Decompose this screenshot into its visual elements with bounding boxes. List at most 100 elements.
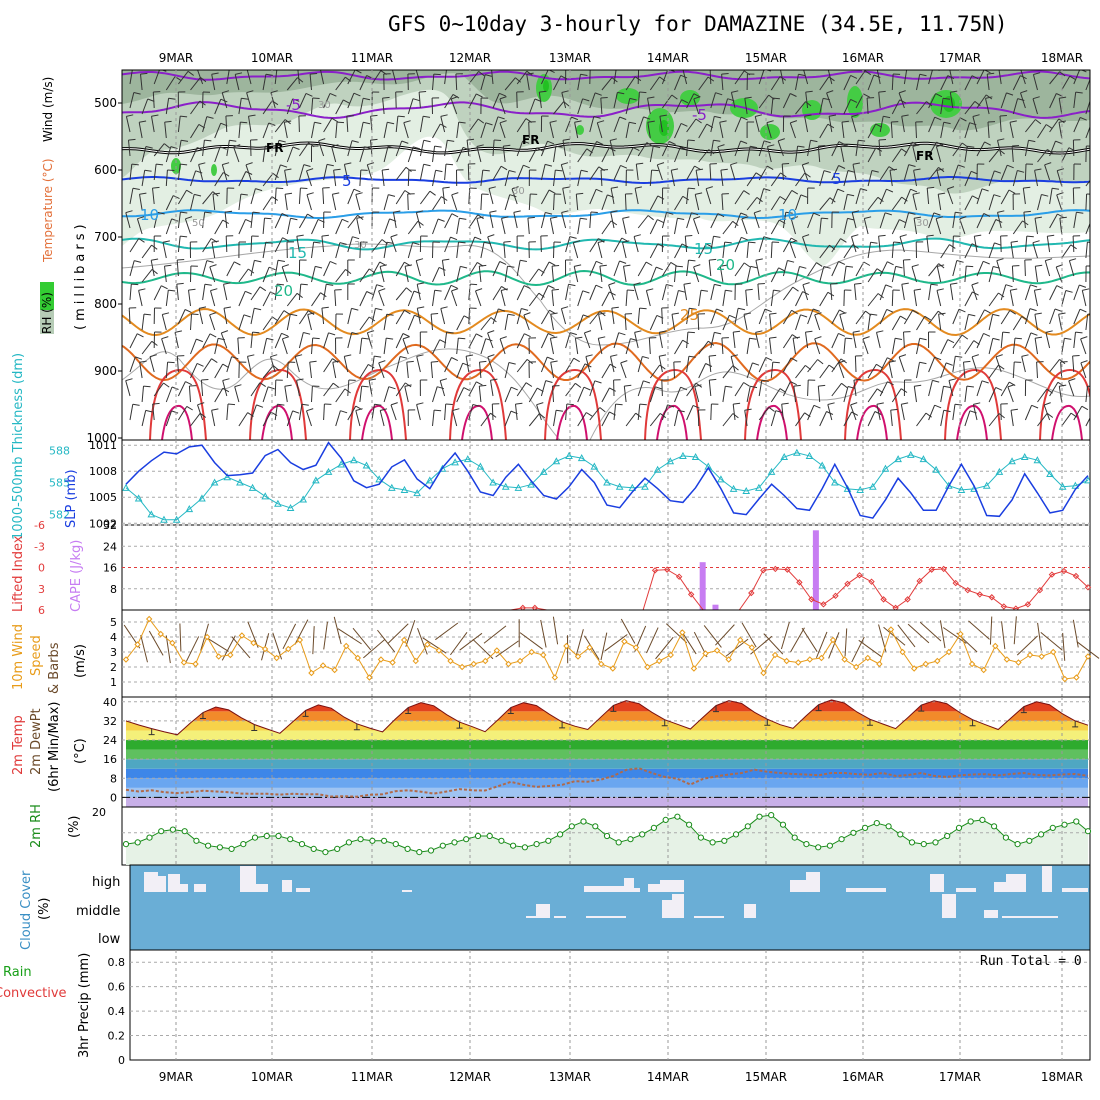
wind-barb: [516, 333, 525, 349]
wind-barb: [609, 140, 615, 157]
wind-barb: [550, 314, 554, 331]
wind-barb-flag: [621, 237, 629, 242]
wind-barb-flag: [332, 360, 340, 363]
wind-barb-flag: [671, 168, 679, 171]
wind-barb: [489, 212, 494, 229]
wind-barb: [855, 188, 861, 205]
wind-barb: [585, 356, 591, 373]
lifted-index-marker: [832, 592, 839, 600]
rh-label: 30: [916, 218, 929, 229]
lifted-index-marker: [940, 565, 947, 573]
wind-barb: [468, 118, 479, 133]
wind-barb: [335, 219, 343, 235]
wind-barb: [814, 338, 821, 355]
wind-barb: [274, 237, 283, 253]
wind-barb: [395, 91, 397, 109]
rh2m-marker: [873, 820, 880, 827]
wind-barb: [1073, 117, 1081, 133]
wind-barb-flag: [838, 332, 846, 337]
thickness-marker: [489, 478, 497, 486]
wind-barb-flag: [283, 310, 291, 315]
wind-barb-flag: [351, 332, 359, 335]
wind-barb-flag: [307, 213, 314, 219]
cloud-level-middle: middle: [76, 904, 120, 919]
wind-barb: [190, 194, 195, 211]
wind-barb-flag: [556, 409, 564, 412]
wind10m-barb: [801, 627, 818, 652]
wind-barb: [912, 146, 917, 163]
wind-barb: [831, 358, 842, 373]
wind-barb: [551, 290, 554, 307]
thickness-marker: [501, 482, 510, 490]
wind-barb: [198, 164, 204, 181]
wind10m-marker: [760, 669, 767, 677]
wind-barb: [1000, 381, 1010, 397]
thickness-marker: [691, 452, 700, 460]
wind-barb: [698, 149, 710, 163]
wind10m-marker: [945, 648, 953, 656]
wind-barb-flag: [816, 262, 823, 267]
wind-barb-flag: [536, 147, 544, 152]
wind-barb: [359, 364, 369, 379]
wind-barb: [311, 292, 321, 307]
wind-barb-flag: [479, 264, 487, 267]
wind-barb-flag: [265, 241, 273, 244]
wind-barb-flag: [478, 71, 485, 77]
wind-barb-flag: [837, 188, 845, 193]
wind-barb: [250, 260, 255, 277]
wind-barb-flag: [547, 356, 554, 361]
wind-barb: [913, 290, 917, 307]
wind-barb: [1012, 75, 1021, 91]
wind10m-marker: [586, 644, 593, 651]
wind10m-barb: [140, 634, 148, 663]
wind-barb-flag: [145, 146, 153, 149]
wind-barb: [878, 92, 881, 109]
wind-barb: [1073, 309, 1081, 325]
thickness-marker: [717, 475, 725, 483]
wind-barb-flag: [536, 402, 544, 406]
wind-barb-flag: [575, 336, 583, 339]
wind-barb: [843, 170, 849, 187]
wind-barb: [600, 97, 603, 115]
wind-barb: [366, 164, 373, 181]
wind-barb-flag: [367, 330, 375, 334]
wind-barb-flag: [451, 288, 459, 292]
thickness-marker: [362, 461, 371, 469]
wind-barb: [790, 218, 796, 235]
wind-barb-flag: [331, 117, 339, 123]
wind-barb-flag: [321, 306, 329, 309]
wind-barb: [976, 70, 985, 85]
wind-barb: [901, 116, 905, 133]
wind-barb: [900, 404, 905, 421]
wind-barb: [913, 218, 917, 235]
wind-barb-flag: [823, 170, 831, 173]
wind-barb: [407, 98, 414, 115]
wind-barb: [432, 339, 441, 355]
wind10m-barb: [247, 621, 259, 648]
temp-tick: 16: [103, 753, 117, 766]
temp-tick: 40: [103, 696, 117, 709]
wind-barb: [262, 122, 270, 139]
wind-barb: [390, 236, 397, 253]
wind-barb: [407, 242, 414, 259]
wind-barb-flag: [196, 362, 204, 367]
cloud-high-bar: [282, 880, 292, 892]
wind-barb-flag: [277, 283, 285, 286]
wind-barb-flag: [685, 235, 693, 237]
cloud-level-high: high: [92, 875, 120, 890]
wind-barb: [323, 118, 333, 133]
wind-barb-flag: [853, 378, 861, 381]
temperature-contour-hot: [756, 404, 788, 440]
cloud-middle-bar: [942, 894, 956, 918]
date-label: 18MAR: [1041, 1070, 1083, 1084]
wind-barb: [165, 76, 176, 91]
rh2m-marker: [474, 832, 482, 840]
wind-barb-flag: [993, 194, 1001, 198]
wind-barb: [209, 314, 216, 331]
wind-axis-label: Wind (m/s): [41, 77, 55, 142]
wind-barb: [1085, 78, 1090, 91]
thickness-marker: [400, 485, 409, 493]
cloud-middle-bar: [1028, 916, 1058, 918]
wind-barb-flag: [1032, 240, 1040, 244]
wind-barb: [637, 116, 644, 133]
